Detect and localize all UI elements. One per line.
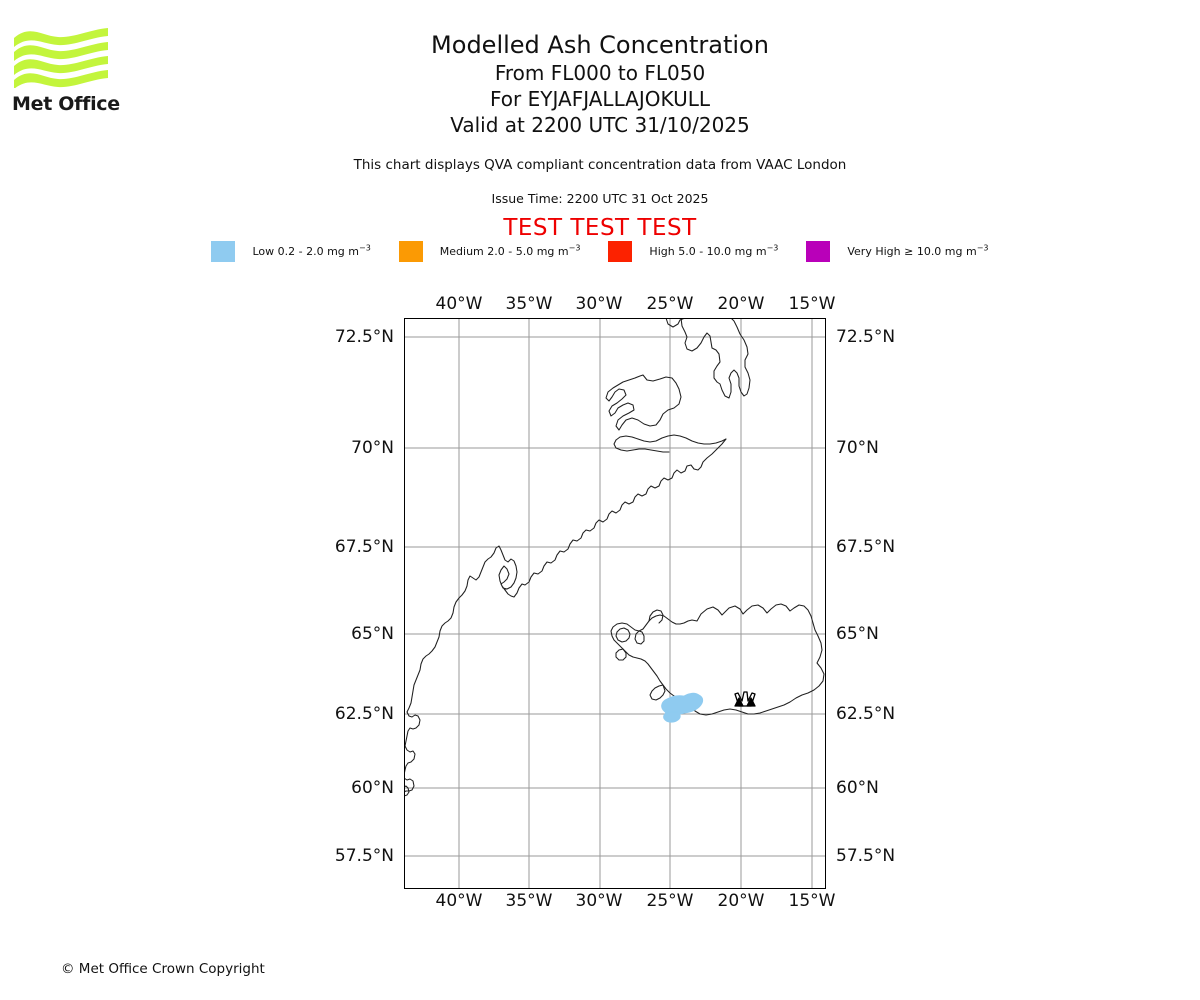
lon-tick-bottom-30w: 30°W [575,891,623,911]
greenland-coastline [404,318,751,797]
lon-tick-top-35w: 35°W [505,294,553,314]
legend-label-very-high: Very High ≥ 10.0 mg m−3 [847,243,989,258]
lat-tick-right-72p5n: 72.5°N [836,327,896,347]
lon-tick-bottom-20w: 20°W [717,891,765,911]
lat-tick-left-62p5n: 62.5°N [334,704,394,724]
ash-cloud-low [661,692,704,723]
legend-text-medium: Medium 2.0 - 5.0 mg m [439,245,569,258]
lon-tick-top-20w: 20°W [717,294,765,314]
copyright-notice: © Met Office Crown Copyright [61,961,265,977]
lat-tick-left-60n: 60°N [351,778,394,798]
legend-swatch-low [211,241,236,262]
legend-item-high: High 5.0 - 10.0 mg m−3 [608,241,778,262]
lat-tick-left-57p5n: 57.5°N [334,846,394,866]
legend-swatch-high [608,241,633,262]
legend-sup-medium: −3 [568,243,581,253]
lat-tick-right-65n: 65°N [836,624,879,644]
lat-tick-right-62p5n: 62.5°N [836,704,896,724]
valid-time-line: Valid at 2200 UTC 31/10/2025 [450,113,750,137]
lat-tick-right-57p5n: 57.5°N [836,846,896,866]
legend-sup-low: −3 [358,243,371,253]
test-banner: TEST TEST TEST [503,215,697,241]
map-gridlines [404,318,826,889]
lat-tick-left-65n: 65°N [351,624,394,644]
volcano-marker-icon [734,691,756,707]
concentration-legend: Low 0.2 - 2.0 mg m−3 Medium 2.0 - 5.0 mg… [0,241,1200,262]
legend-swatch-very-high [806,241,831,262]
lon-tick-top-15w: 15°W [788,294,836,314]
legend-item-medium: Medium 2.0 - 5.0 mg m−3 [398,241,581,262]
chart-title-block: Modelled Ash Concentration From FL000 to… [0,30,1200,138]
lat-tick-right-67p5n: 67.5°N [836,537,896,557]
legend-item-very-high: Very High ≥ 10.0 mg m−3 [806,241,989,262]
legend-label-low: Low 0.2 - 2.0 mg m−3 [252,243,371,258]
lon-tick-bottom-40w: 40°W [435,891,483,911]
lon-tick-top-25w: 25°W [646,294,694,314]
issue-time: Issue Time: 2200 UTC 31 Oct 2025 [491,191,709,206]
lon-tick-bottom-15w: 15°W [788,891,836,911]
lon-tick-bottom-35w: 35°W [505,891,553,911]
lat-tick-left-72p5n: 72.5°N [334,327,394,347]
qva-note: This chart displays QVA compliant concen… [353,157,847,173]
legend-text-very-high: Very High ≥ 10.0 mg m [847,245,977,258]
lat-tick-right-60n: 60°N [836,778,879,798]
legend-label-medium: Medium 2.0 - 5.0 mg m−3 [439,243,581,258]
met-office-logo: Met Office [12,26,132,116]
lon-tick-bottom-25w: 25°W [646,891,694,911]
lat-tick-left-70n: 70°N [351,438,394,458]
legend-text-low: Low 0.2 - 2.0 mg m [252,245,359,258]
legend-swatch-medium [398,241,423,262]
lat-tick-left-67p5n: 67.5°N [334,537,394,557]
legend-sup-very-high: −3 [976,243,989,253]
brand-name: Met Office [12,93,120,115]
iceland-coastline [610,603,825,716]
legend-item-low: Low 0.2 - 2.0 mg m−3 [211,241,371,262]
page-title: Modelled Ash Concentration [431,31,769,59]
volcano-name-line: For EYJAFJALLAJOKULL [490,87,710,111]
legend-label-high: High 5.0 - 10.0 mg m−3 [649,243,779,258]
legend-text-high: High 5.0 - 10.0 mg m [649,245,767,258]
flight-level-line: From FL000 to FL050 [494,61,706,85]
lat-tick-right-70n: 70°N [836,438,879,458]
ash-concentration-map[interactable] [404,318,826,889]
lon-tick-top-30w: 30°W [575,294,623,314]
map-frame [404,318,826,889]
legend-sup-high: −3 [766,243,779,253]
met-office-waves-icon [14,28,108,89]
map-canvas [404,318,826,889]
lon-tick-top-40w: 40°W [435,294,483,314]
